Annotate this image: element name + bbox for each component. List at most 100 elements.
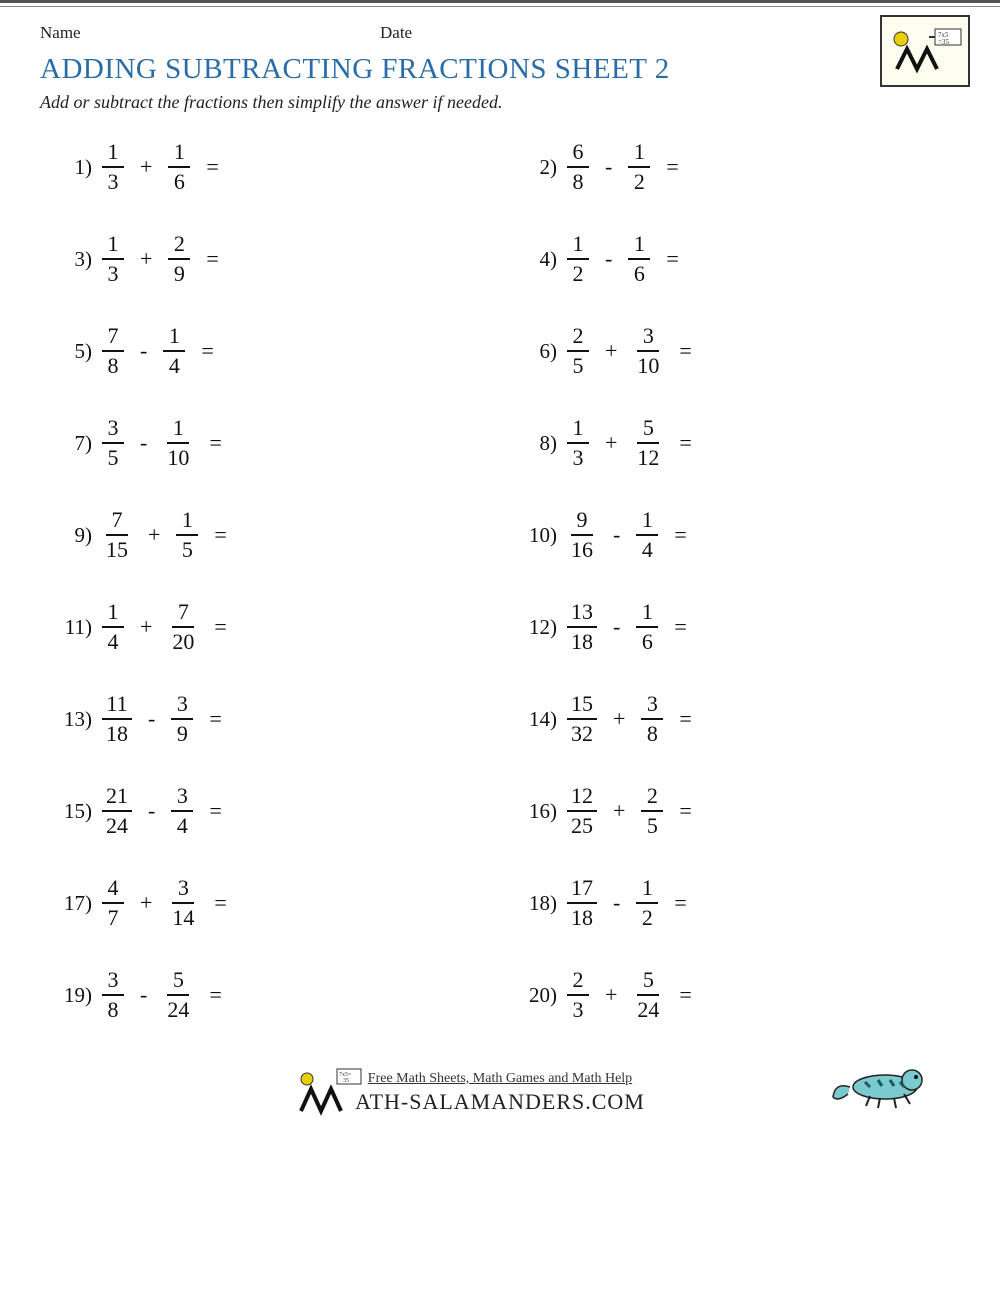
numerator: 1: [168, 141, 190, 168]
numerator: 2: [168, 233, 190, 260]
problems-grid: 1)13+16=2)68-12=3)13+29=4)12-16=5)78-14=…: [40, 141, 960, 1051]
denominator: 8: [567, 168, 589, 193]
problem-number: 12): [515, 615, 561, 640]
equals-sign: =: [679, 430, 691, 456]
denominator: 5: [641, 812, 663, 837]
numerator: 3: [171, 785, 193, 812]
salamander-logo-icon: 7x5 =35: [885, 21, 965, 81]
denominator: 16: [567, 536, 597, 561]
denominator: 9: [168, 260, 190, 285]
numerator: 7: [102, 325, 124, 352]
denominator: 15: [102, 536, 132, 561]
fraction-b: 39: [171, 693, 193, 745]
problem-row: 12)1318-16=: [515, 601, 950, 653]
numerator: 1: [102, 141, 124, 168]
denominator: 6: [168, 168, 190, 193]
numerator: 3: [102, 969, 124, 996]
fraction-a: 12: [567, 233, 589, 285]
fraction-a: 25: [567, 325, 589, 377]
equals-sign: =: [201, 338, 213, 364]
operator: +: [140, 890, 152, 916]
denominator: 10: [633, 352, 663, 377]
equals-sign: =: [206, 246, 218, 272]
fraction-a: 13: [102, 141, 124, 193]
fraction-b: 12: [628, 141, 650, 193]
worksheet-title: ADDING SUBTRACTING FRACTIONS SHEET 2: [40, 53, 960, 86]
numerator: 6: [567, 141, 589, 168]
footer-brand: ATH-SALAMANDERS.COM: [40, 1089, 960, 1115]
operator: +: [140, 154, 152, 180]
operator: +: [140, 246, 152, 272]
fraction-b: 110: [163, 417, 193, 469]
operator: -: [613, 890, 620, 916]
equals-sign: =: [209, 706, 221, 732]
fraction-b: 524: [163, 969, 193, 1021]
problem-row: 20)23+524=: [515, 969, 950, 1021]
problem-number: 9): [50, 523, 96, 548]
numerator: 12: [567, 785, 597, 812]
denominator: 14: [168, 904, 198, 929]
footer-logo-icon: 7x5= 35: [295, 1065, 365, 1122]
operator: -: [613, 522, 620, 548]
problem-row: 3)13+29=: [50, 233, 485, 285]
denominator: 5: [567, 352, 589, 377]
numerator: 4: [102, 877, 124, 904]
problem-row: 13)1118-39=: [50, 693, 485, 745]
denominator: 3: [102, 260, 124, 285]
problem-number: 8): [515, 431, 561, 456]
numerator: 11: [102, 693, 131, 720]
operator: +: [605, 338, 617, 364]
problem-number: 6): [515, 339, 561, 364]
fraction-a: 23: [567, 969, 589, 1021]
numerator: 1: [628, 233, 650, 260]
equals-sign: =: [206, 154, 218, 180]
numerator: 13: [567, 601, 597, 628]
problem-number: 15): [50, 799, 96, 824]
svg-text:35: 35: [343, 1078, 349, 1084]
numerator: 9: [571, 509, 593, 536]
fraction-b: 34: [171, 785, 193, 837]
denominator: 8: [102, 352, 124, 377]
equals-sign: =: [674, 614, 686, 640]
numerator: 5: [637, 417, 659, 444]
denominator: 4: [163, 352, 185, 377]
equals-sign: =: [214, 614, 226, 640]
numerator: 2: [567, 325, 589, 352]
problem-row: 14)1532+38=: [515, 693, 950, 745]
numerator: 1: [176, 509, 198, 536]
equals-sign: =: [666, 154, 678, 180]
denominator: 5: [102, 444, 124, 469]
fraction-b: 16: [168, 141, 190, 193]
denominator: 5: [176, 536, 198, 561]
operator: -: [140, 430, 147, 456]
fraction-a: 68: [567, 141, 589, 193]
fraction-a: 13: [567, 417, 589, 469]
fraction-a: 14: [102, 601, 124, 653]
problem-row: 15)2124-34=: [50, 785, 485, 837]
operator: +: [605, 982, 617, 1008]
problem-row: 6)25+310=: [515, 325, 950, 377]
denominator: 8: [102, 996, 124, 1021]
fraction-a: 47: [102, 877, 124, 929]
problem-row: 4)12-16=: [515, 233, 950, 285]
numerator: 2: [567, 969, 589, 996]
numerator: 1: [636, 509, 658, 536]
numerator: 3: [102, 417, 124, 444]
numerator: 3: [171, 693, 193, 720]
lizard-icon: [830, 1052, 940, 1117]
operator: -: [148, 798, 155, 824]
equals-sign: =: [214, 522, 226, 548]
problem-number: 1): [50, 155, 96, 180]
equals-sign: =: [674, 890, 686, 916]
denominator: 6: [636, 628, 658, 653]
denominator: 6: [628, 260, 650, 285]
fraction-b: 14: [636, 509, 658, 561]
problem-row: 11)14+720=: [50, 601, 485, 653]
denominator: 18: [567, 628, 597, 653]
fraction-b: 38: [641, 693, 663, 745]
denominator: 8: [641, 720, 663, 745]
problem-number: 10): [515, 523, 561, 548]
numerator: 1: [636, 601, 658, 628]
fraction-a: 35: [102, 417, 124, 469]
problem-number: 5): [50, 339, 96, 364]
